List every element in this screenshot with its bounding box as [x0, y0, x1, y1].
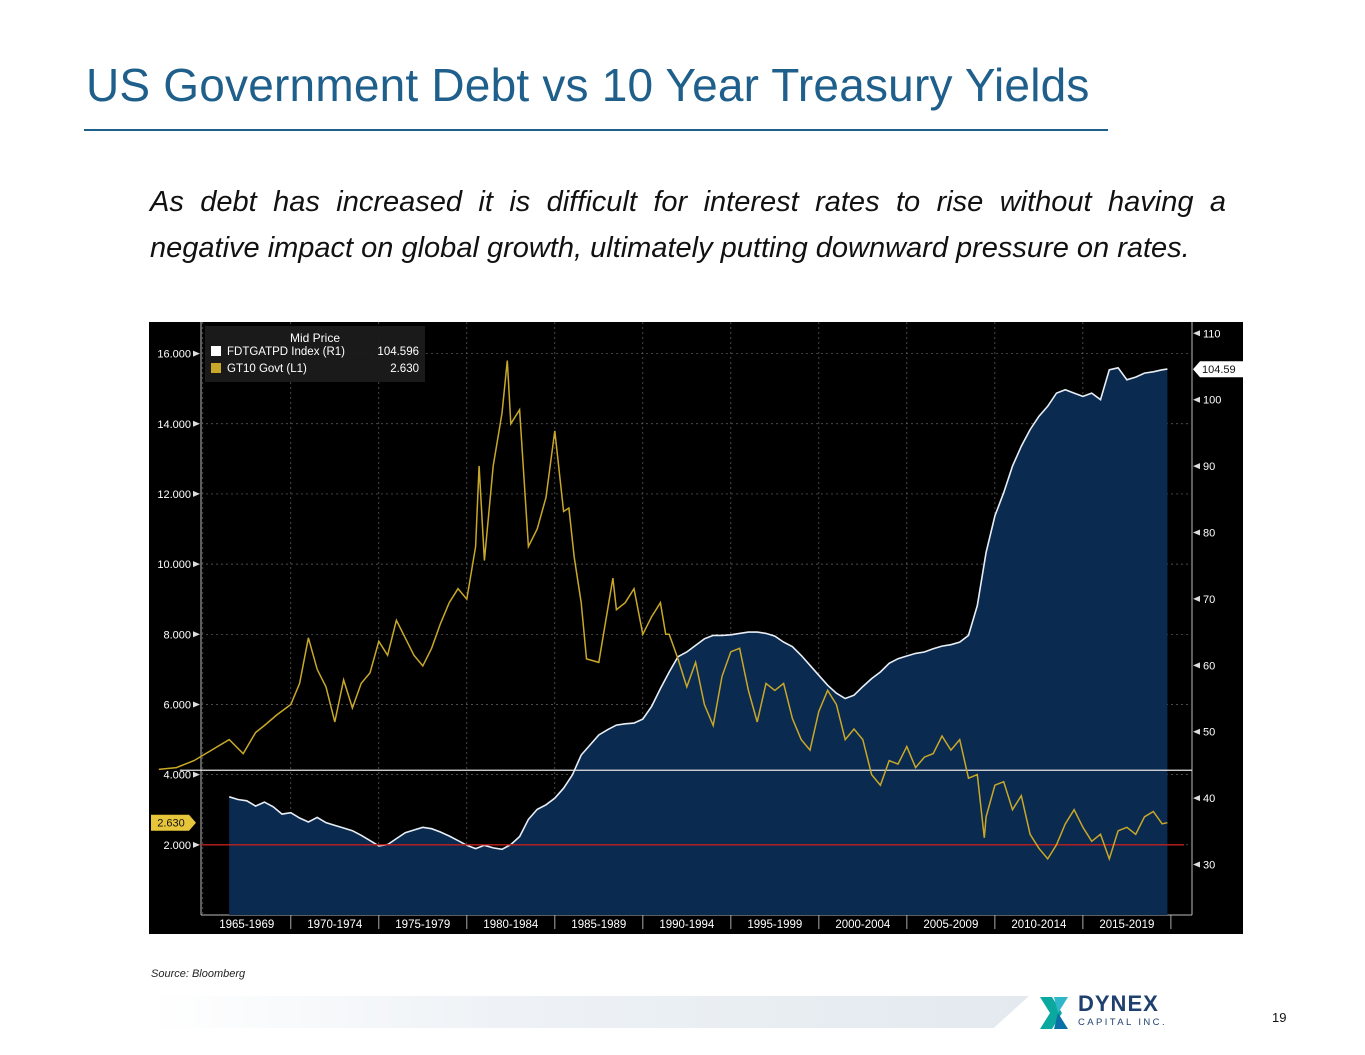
left-tick-mark — [193, 350, 200, 357]
left-tick-mark — [193, 631, 200, 638]
right-tick-label: 80 — [1203, 528, 1215, 540]
legend-swatch — [211, 363, 221, 373]
source-note: Source: Bloomberg — [151, 968, 246, 980]
left-tick-label: 12.000 — [157, 489, 191, 501]
x-category-label: 2000-2004 — [835, 919, 891, 931]
right-tick-mark — [1193, 396, 1200, 403]
left-tick-label: 8.000 — [163, 629, 191, 641]
logo-name: DYNEX — [1078, 991, 1159, 1016]
legend-entry-value: 2.630 — [390, 363, 419, 375]
page-number: 19 — [1272, 1010, 1287, 1025]
left-last-value-label: 2.630 — [157, 818, 185, 830]
x-category-label: 1975-1979 — [395, 919, 450, 931]
left-tick-mark — [193, 841, 200, 848]
left-tick-mark — [193, 490, 200, 497]
left-tick-label: 16.000 — [157, 349, 191, 361]
right-tick-mark — [1193, 463, 1200, 470]
x-category-label: 1965-1969 — [219, 919, 274, 931]
right-tick-label: 100 — [1203, 395, 1221, 407]
right-tick-mark — [1193, 662, 1200, 669]
left-tick-label: 14.000 — [157, 419, 191, 431]
right-tick-label: 110 — [1203, 328, 1221, 340]
right-tick-mark — [1193, 330, 1200, 337]
left-tick-mark — [193, 420, 200, 427]
footer-band — [149, 996, 1029, 1028]
x-category-label: 1985-1989 — [571, 919, 626, 931]
left-tick-mark — [193, 771, 200, 778]
right-last-value-label: 104.59 — [1202, 364, 1236, 376]
legend-box — [205, 326, 425, 382]
right-tick-label: 30 — [1203, 860, 1215, 872]
legend-entry-label: FDTGATPD Index (R1) — [227, 346, 345, 358]
right-tick-label: 90 — [1203, 461, 1215, 473]
right-tick-label: 70 — [1203, 594, 1215, 606]
right-tick-mark — [1193, 529, 1200, 536]
x-category-label: 1990-1994 — [659, 919, 715, 931]
right-tick-mark — [1193, 795, 1200, 802]
debt-area-fill — [229, 367, 1168, 915]
x-category-label: 1995-1999 — [747, 919, 802, 931]
right-tick-label: 50 — [1203, 727, 1215, 739]
right-tick-label: 60 — [1203, 660, 1215, 672]
slide-body-text: As debt has increased it is difficult fo… — [150, 186, 1226, 265]
left-tick-mark — [193, 701, 200, 708]
title-divider — [84, 129, 1108, 131]
legend-entry-value: 104.596 — [377, 346, 419, 358]
x-category-label: 1970-1974 — [307, 919, 363, 931]
chart-svg: 2.000 4.000 6.000 8.000 10.000 12.000 14.000 16… — [151, 322, 1243, 931]
x-category-label: 2005-2009 — [923, 919, 978, 931]
x-category-label: 2010-2014 — [1011, 919, 1067, 931]
slide-title: US Government Debt vs 10 Year Treasury Y… — [86, 59, 1090, 111]
left-tick-label: 6.000 — [163, 699, 191, 711]
debt-vs-yield-chart: 2.000 4.000 6.000 8.000 10.000 12.000 14.000 16… — [149, 322, 1243, 934]
x-category-label: 2015-2019 — [1099, 919, 1154, 931]
left-tick-label: 10.000 — [157, 559, 191, 571]
legend-header: Mid Price — [290, 331, 340, 345]
left-tick-label: 4.000 — [163, 770, 191, 782]
logo-subtitle: CAPITAL INC. — [1078, 1017, 1167, 1028]
yield-series-line — [158, 360, 1168, 862]
left-last-value-marker — [151, 814, 196, 831]
right-last-value-marker — [1193, 361, 1243, 378]
x-category-label: 1980-1984 — [483, 919, 539, 931]
right-tick-mark — [1193, 861, 1200, 868]
legend-entry-label: GT10 Govt (L1) — [227, 363, 307, 375]
right-tick-mark — [1193, 728, 1200, 735]
right-tick-label: 40 — [1203, 793, 1215, 805]
dynex-logo-icon — [1040, 997, 1068, 1029]
left-tick-label: 2.000 — [163, 840, 191, 852]
legend-swatch — [211, 346, 221, 356]
right-tick-mark — [1193, 595, 1200, 602]
left-tick-mark — [193, 561, 200, 568]
